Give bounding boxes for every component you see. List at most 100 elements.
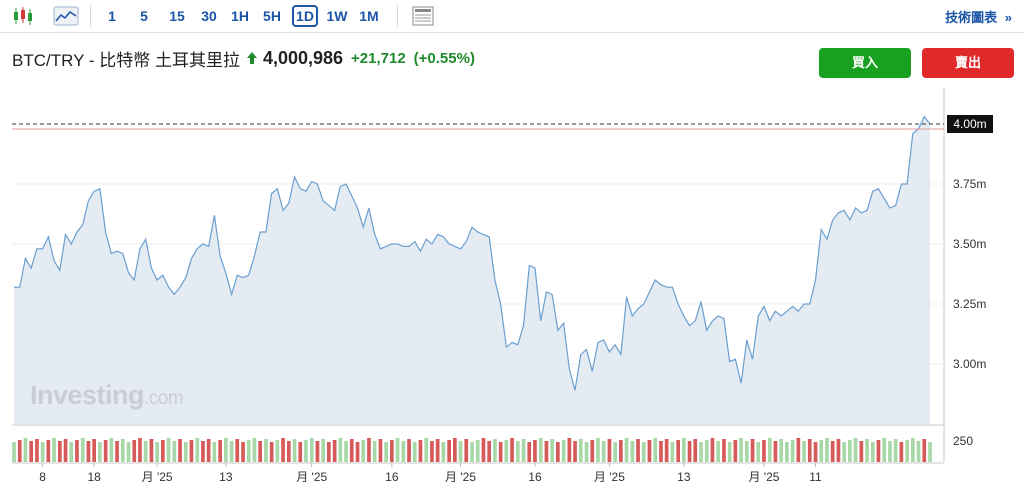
- volume-bar: [533, 440, 537, 462]
- volume-bar: [870, 442, 875, 462]
- volume-bar: [922, 439, 927, 462]
- volume-bar: [378, 439, 383, 462]
- area-chart-icon[interactable]: [52, 4, 80, 28]
- volume-bar: [435, 439, 440, 462]
- volume-bar: [756, 442, 761, 462]
- volume-bar: [567, 438, 572, 462]
- volume-bar: [458, 441, 463, 462]
- volume-bar: [155, 442, 159, 462]
- instrument-header: BTC/TRY - 比特幣 土耳其里拉 4,000,986 +21,712 (+…: [12, 46, 475, 70]
- volume-bar: [676, 440, 680, 462]
- volume-bar: [905, 440, 909, 462]
- volume-bar: [138, 438, 142, 462]
- volume-bar: [527, 442, 532, 462]
- volume-bar: [35, 439, 39, 462]
- volume-bar: [699, 442, 703, 462]
- interval-5[interactable]: 5: [140, 8, 148, 24]
- volume-bar: [430, 441, 434, 462]
- candlestick-icon[interactable]: [10, 4, 36, 28]
- volume-bar: [384, 442, 388, 462]
- volume-bar: [172, 441, 177, 462]
- volume-bar: [516, 441, 520, 462]
- volume-bar: [842, 442, 846, 462]
- volume-bar: [573, 441, 577, 462]
- volume-bar: [899, 442, 904, 462]
- volume-bar: [424, 438, 429, 462]
- data-table-icon[interactable]: [410, 4, 436, 28]
- interval-1[interactable]: 1: [108, 8, 116, 24]
- volume-bar: [596, 438, 600, 462]
- volume-bar: [893, 439, 898, 462]
- x-tick-label: 月 '25: [594, 470, 625, 484]
- interval-1w[interactable]: 1W: [326, 8, 348, 24]
- volume-bar: [802, 441, 806, 462]
- pair-name: BTC/TRY - 比特幣 土耳其里拉: [12, 50, 240, 70]
- toolbar-separator: [397, 5, 398, 27]
- volume-bar: [395, 438, 400, 462]
- volume-bar: [109, 438, 114, 462]
- interval-1m[interactable]: 1M: [359, 8, 379, 24]
- volume-bar: [407, 439, 411, 462]
- volume-bar: [813, 442, 818, 462]
- volume-bar: [636, 439, 640, 462]
- volume-bar: [601, 441, 606, 462]
- volume-bar: [309, 438, 314, 462]
- volume-bar: [258, 441, 262, 462]
- volume-bar: [332, 440, 337, 462]
- price-chart[interactable]: 3.00m 3.25m 3.50m 3.75m 4.00m 250 8 18 月 '25 13 月 …: [0, 86, 1024, 495]
- volume-bar: [659, 441, 663, 462]
- volume-bar: [229, 441, 234, 462]
- volume-bar: [807, 439, 812, 462]
- volume-bar: [447, 440, 451, 462]
- volume-bar: [58, 441, 62, 462]
- volume-bar: [687, 441, 692, 462]
- volume-bar: [241, 442, 245, 462]
- volume-bar: [475, 440, 480, 462]
- volume-bar: [349, 439, 354, 462]
- volume-bar: [344, 441, 348, 462]
- volume-bar: [338, 438, 343, 462]
- volume-bar: [161, 440, 165, 462]
- x-tick-label: 18: [87, 470, 101, 484]
- volume-bar: [195, 438, 200, 462]
- chevron-double-right-icon: »: [1004, 10, 1012, 25]
- volume-bar: [767, 438, 772, 462]
- toolbar-separator: [90, 5, 91, 27]
- volume-bar: [52, 438, 56, 462]
- volume-bar: [178, 439, 182, 462]
- volume-bar: [653, 438, 658, 462]
- volume-bar: [716, 441, 720, 462]
- interval-30[interactable]: 30: [201, 8, 217, 24]
- current-price-label: 4.00m: [953, 117, 986, 131]
- volume-bar: [69, 442, 74, 462]
- interval-5h[interactable]: 5H: [263, 8, 281, 24]
- volume-bar: [298, 442, 303, 462]
- volume-bar: [693, 439, 698, 462]
- volume-bar: [733, 440, 738, 462]
- x-tick-label: 13: [677, 470, 691, 484]
- volume-bar: [269, 442, 274, 462]
- interval-1h[interactable]: 1H: [231, 8, 249, 24]
- volume-bar: [722, 439, 726, 462]
- technical-chart-link[interactable]: 技術圖表 »: [945, 7, 1012, 26]
- volume-tick-label: 250: [953, 434, 973, 448]
- volume-bar: [126, 442, 131, 462]
- interval-1d[interactable]: 1D: [292, 5, 318, 27]
- sell-button[interactable]: 賣出: [922, 48, 1014, 78]
- buy-button[interactable]: 買入: [819, 48, 911, 78]
- x-tick-label: 16: [385, 470, 399, 484]
- watermark-domain: .com: [144, 388, 184, 409]
- volume-bar: [739, 438, 743, 462]
- volume-bar: [853, 438, 858, 462]
- volume-bar: [29, 441, 33, 462]
- price-change-percent: (+0.55%): [413, 49, 475, 67]
- volume-bar: [246, 440, 251, 462]
- volume-bar: [493, 439, 497, 462]
- volume-bar: [327, 442, 331, 462]
- volume-bar: [40, 442, 45, 462]
- volume-bar: [556, 442, 560, 462]
- interval-15[interactable]: 15: [169, 8, 185, 24]
- volume-bar: [544, 441, 549, 462]
- volume-bar: [224, 438, 228, 462]
- volume-bar: [355, 442, 360, 462]
